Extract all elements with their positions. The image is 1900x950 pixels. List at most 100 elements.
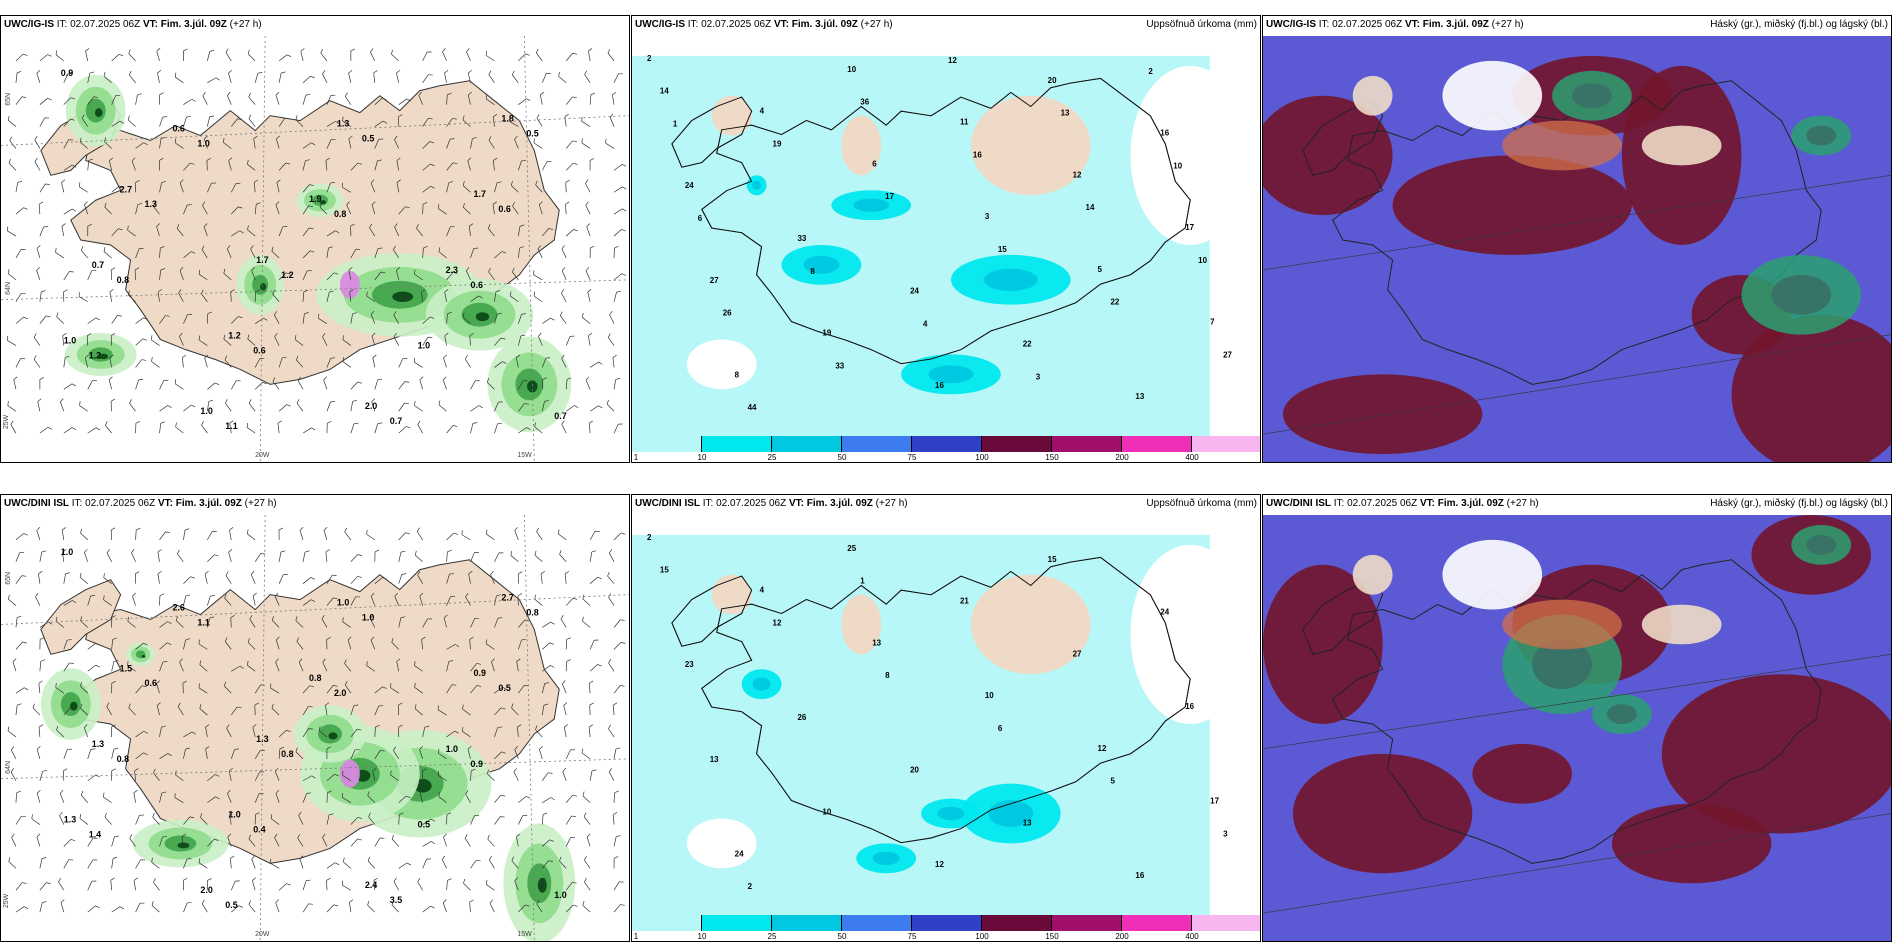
wind-barb: [157, 289, 162, 302]
wind-barb: [374, 577, 387, 584]
wind-barb: [349, 289, 354, 302]
wind-barb: [297, 834, 304, 847]
precip-heavy-blob: [339, 759, 360, 788]
wind-barb: [444, 69, 449, 83]
wind-barb: [486, 378, 495, 390]
wind-barb: [177, 549, 184, 562]
wind-barb: [157, 69, 162, 83]
longitude-line: [523, 515, 535, 941]
model-name: UWC/DINI ISL: [4, 498, 69, 509]
wind-barb: [589, 245, 595, 258]
wind-barb: [607, 571, 615, 584]
precip-value-label: 0.5: [418, 820, 430, 830]
wind-barb: [326, 862, 340, 869]
wind-barb: [446, 595, 456, 606]
cloud-map: [1263, 515, 1891, 941]
wind-barb: [326, 637, 331, 650]
iceland-landmass: [1302, 559, 1822, 864]
precip-value-label: 1: [673, 120, 678, 129]
wind-barb: [223, 681, 232, 694]
wind-barb: [367, 856, 376, 869]
wind-barb: [159, 725, 166, 738]
wind-barb: [270, 858, 280, 869]
precip-value-label: 1.0: [337, 598, 349, 608]
wind-barb: [607, 333, 615, 346]
wind-barb: [374, 549, 380, 562]
wind-barb: [414, 682, 423, 694]
wind-barb: [39, 54, 52, 62]
wind-barb: [133, 877, 138, 891]
wind-barb: [200, 813, 208, 825]
wind-barb: [254, 382, 267, 390]
wind-barb: [538, 332, 543, 346]
wind-barb: [515, 354, 520, 368]
grid-label: 64N: [5, 761, 12, 774]
wind-barb: [299, 855, 304, 869]
wind-barb: [417, 571, 423, 584]
wind-barb: [366, 529, 376, 541]
precip-value-label: 1.7: [256, 255, 268, 265]
colorbar-swatch: [1052, 915, 1122, 931]
iceland-landmass: [1302, 80, 1822, 385]
wind-barb: [80, 616, 88, 628]
wind-barb: [135, 359, 147, 368]
precip-value-label: 16: [973, 150, 982, 159]
wind-barb: [179, 658, 184, 672]
wind-barb: [129, 834, 136, 847]
dry-land: [970, 95, 1091, 196]
wind-barb: [61, 179, 66, 193]
precip-value-label: 17: [1185, 223, 1194, 232]
clear-area: [1442, 539, 1543, 610]
wind-barb: [349, 899, 354, 913]
wind-barb: [183, 404, 196, 412]
wind-barb: [63, 600, 77, 606]
precip-panel-row2: UWC/DINI ISL IT: 02.07.2025 06Z VT: Fim.…: [631, 494, 1261, 942]
lead-time: (+27 h): [229, 19, 262, 30]
wind-barb: [111, 680, 116, 694]
precip-value-label: 12: [1073, 170, 1082, 179]
clear-land: [1641, 125, 1722, 166]
colorbar-tick-label: 25: [767, 453, 777, 462]
precip-value-label: 1.0: [418, 341, 430, 351]
model-name: UWC/IG-IS: [4, 19, 54, 30]
precip-value-label: 17: [885, 192, 894, 201]
low-cloud-core: [1806, 125, 1837, 146]
wind-barb: [494, 552, 504, 562]
wind-barb: [322, 332, 328, 346]
westfjords-outline: [1302, 579, 1384, 655]
precip-value-label: 0.6: [145, 678, 157, 688]
wind-barb: [326, 877, 331, 891]
wind-barb: [159, 593, 165, 606]
wind-barb: [442, 48, 447, 62]
wind-barb: [231, 905, 244, 913]
wind-barb: [38, 201, 44, 215]
high-cloud-area: [1731, 314, 1891, 462]
wind-barb: [350, 554, 363, 563]
wind-barb: [438, 247, 447, 259]
wind-barb: [469, 333, 474, 346]
wind-barb: [565, 405, 579, 412]
wind-barb: [492, 157, 498, 171]
wind-barb: [230, 380, 241, 390]
wind-barb: [492, 201, 497, 215]
wind-barb: [15, 249, 26, 259]
wind-barb: [589, 576, 602, 584]
wind-barb: [302, 903, 313, 913]
wind-barb: [247, 49, 256, 62]
precip-value-label: 15: [660, 566, 669, 575]
precip-value-label: 10: [1173, 161, 1182, 170]
wind-barb: [488, 70, 495, 83]
wind-barb: [613, 881, 624, 891]
wind-barb: [390, 683, 399, 694]
wind-barb: [111, 185, 124, 193]
wind-barb: [323, 527, 328, 540]
wind-barb: [393, 746, 400, 760]
wind-barb: [229, 527, 234, 540]
wind-barb: [87, 774, 100, 782]
precip-value-label: 10: [985, 691, 994, 700]
precip-colorbar: 1 10 25 50 75 100 150 200 400: [632, 915, 1260, 941]
wind-barb: [589, 550, 597, 562]
wind-barb: [350, 399, 357, 412]
precip-value-label: 2.3: [446, 265, 458, 275]
wind-barb: [278, 883, 291, 891]
